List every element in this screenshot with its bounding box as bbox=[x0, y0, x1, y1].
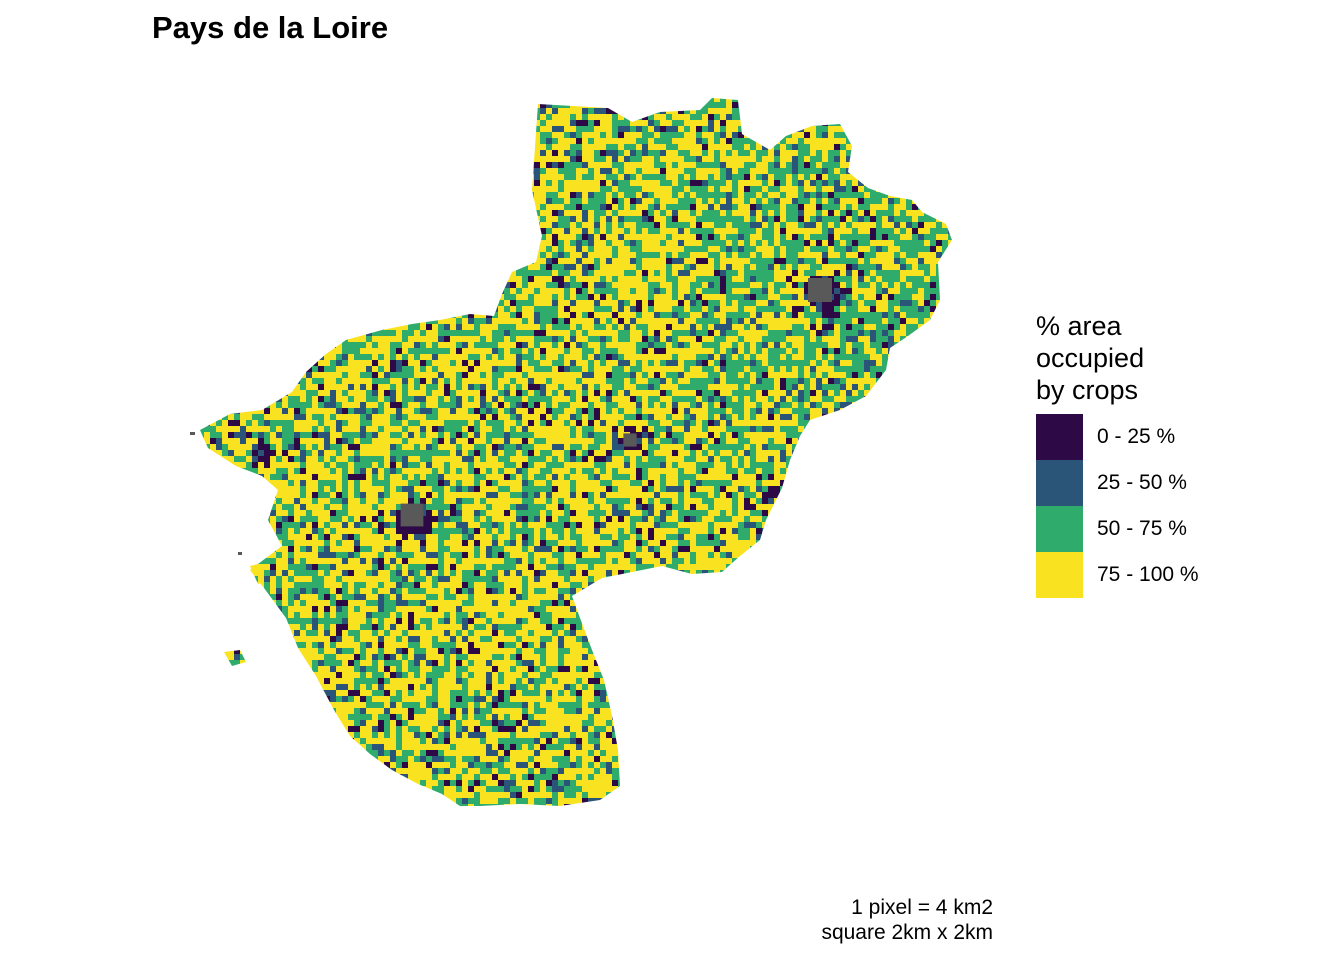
caption-line-2: square 2km x 2km bbox=[821, 921, 993, 944]
legend-label: 25 - 50 % bbox=[1097, 471, 1187, 494]
legend-item-25-50: 25 - 50 % bbox=[1036, 460, 1199, 506]
caption-line-1: 1 pixel = 4 km2 bbox=[851, 896, 993, 919]
legend: % area occupied by crops 0 - 25 % 25 - 5… bbox=[1036, 310, 1199, 598]
legend-title: % area occupied by crops bbox=[1036, 310, 1199, 406]
legend-title-line-3: by crops bbox=[1036, 375, 1139, 405]
legend-swatch bbox=[1036, 414, 1083, 460]
legend-title-line-1: % area bbox=[1036, 311, 1122, 341]
legend-item-0-25: 0 - 25 % bbox=[1036, 414, 1199, 460]
legend-title-line-2: occupied bbox=[1036, 343, 1145, 373]
legend-item-75-100: 75 - 100 % bbox=[1036, 552, 1199, 598]
legend-item-50-75: 50 - 75 % bbox=[1036, 506, 1199, 552]
scale-caption: 1 pixel = 4 km2 square 2km x 2km bbox=[821, 895, 993, 945]
legend-label: 75 - 100 % bbox=[1097, 563, 1199, 586]
legend-swatch bbox=[1036, 506, 1083, 552]
map-title: Pays de la Loire bbox=[152, 10, 389, 45]
legend-swatch bbox=[1036, 552, 1083, 598]
legend-label: 0 - 25 % bbox=[1097, 425, 1176, 448]
legend-swatch bbox=[1036, 460, 1083, 506]
legend-label: 50 - 75 % bbox=[1097, 517, 1187, 540]
